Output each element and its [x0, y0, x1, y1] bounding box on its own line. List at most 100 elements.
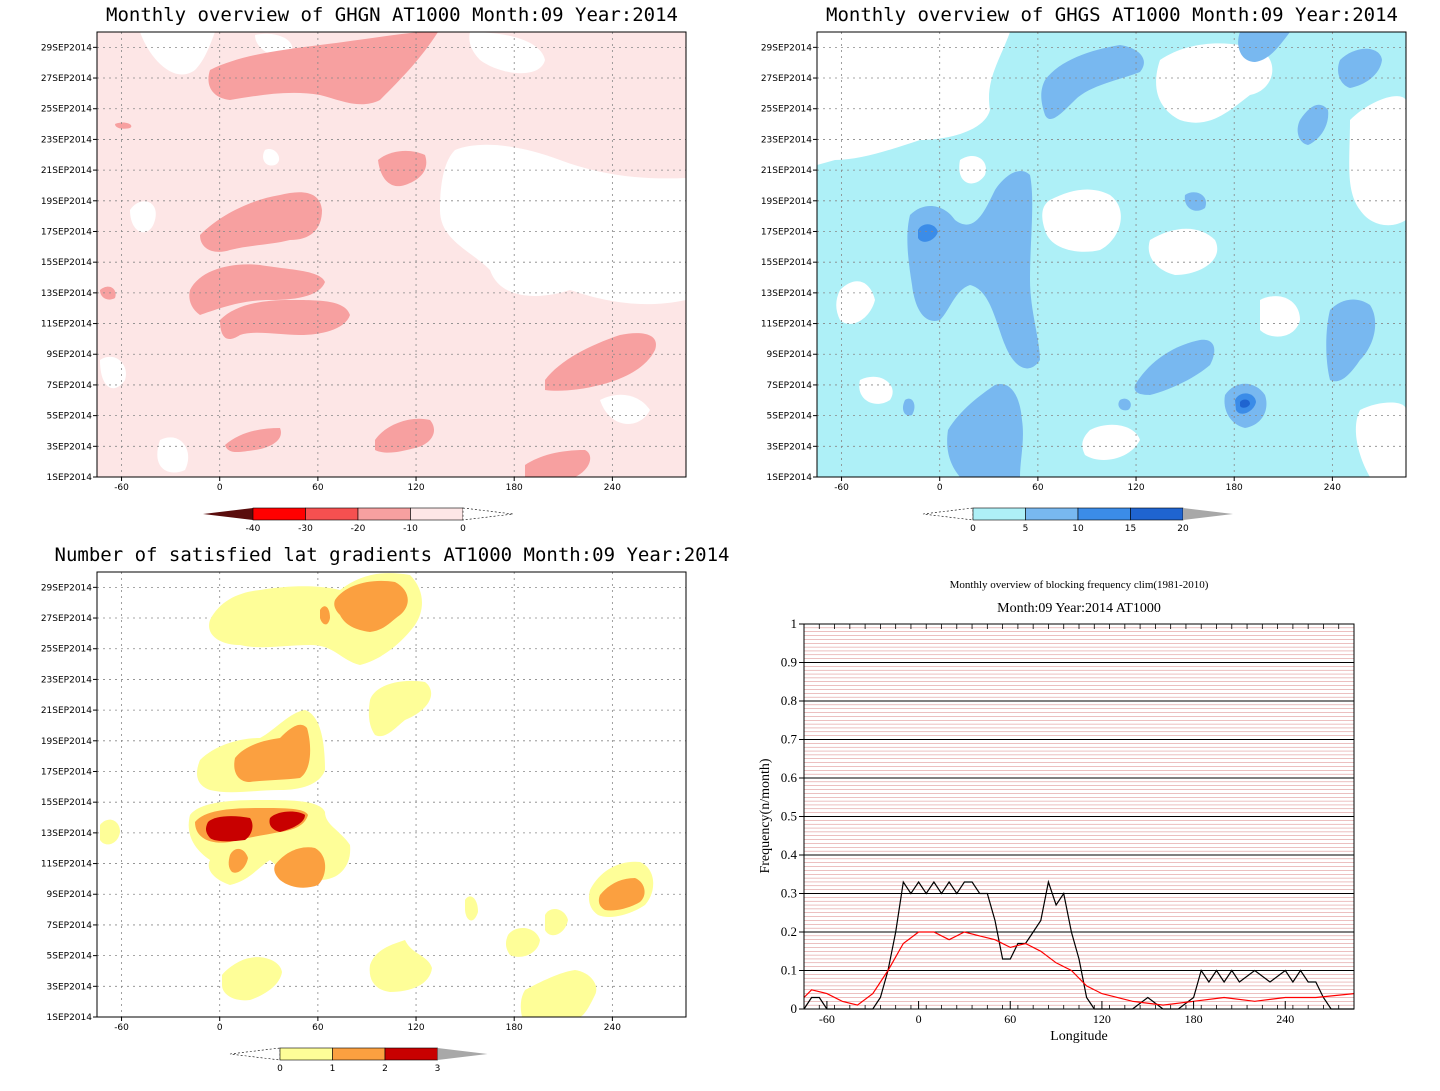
colorbar-label: 20: [1177, 524, 1189, 534]
colorbar-label: -20: [351, 524, 366, 534]
y-tick-label: 19SEP2014: [761, 197, 812, 207]
y-tick-label: 13SEP2014: [761, 289, 812, 299]
x-tick-label: 0: [916, 1012, 922, 1026]
y-tick-label: 7SEP2014: [767, 381, 813, 391]
y-tick-label: 1SEP2014: [47, 473, 93, 483]
x-tick-label: -60: [114, 1023, 129, 1033]
ghgs-panel: Monthly overview of GHGS AT1000 Month:09…: [761, 4, 1407, 534]
blocking-axes: 0 0.1 0.2 0.3 0.4 0.5 0.6 0.7 0.8 0.9 1 -60 0 60 120 18…: [781, 616, 1355, 1026]
y-tick-label: 0.6: [781, 770, 798, 785]
y-tick-label: 0.8: [781, 693, 797, 708]
colorbar-label: 0: [970, 524, 976, 534]
y-tick-label: 27SEP2014: [41, 74, 92, 84]
y-tick-label: 21SEP2014: [761, 166, 812, 176]
colorbar-label: 2: [382, 1064, 388, 1074]
colorbar-segment: [1077, 507, 1131, 521]
y-tick-label: 19SEP2014: [41, 737, 92, 747]
x-tick-label: 60: [312, 1023, 324, 1033]
y-tick-label: 23SEP2014: [761, 135, 812, 145]
colorbar-label: -40: [246, 524, 261, 534]
x-tick-label: 240: [604, 483, 621, 493]
y-tick-label: 21SEP2014: [41, 166, 92, 176]
blocking-grid: [804, 627, 1354, 1006]
x-tick-label: 120: [407, 483, 424, 493]
y-tick-label: 27SEP2014: [761, 74, 812, 84]
x-tick-label: 240: [604, 1023, 621, 1033]
colorbar-label: 1: [330, 1064, 336, 1074]
y-tick-label: 9SEP2014: [47, 890, 93, 900]
lat-three-regions: [205, 811, 305, 842]
y-tick-label: 11SEP2014: [41, 860, 92, 870]
y-tick-label: 19SEP2014: [41, 197, 92, 207]
lat-frame: [96, 571, 687, 1018]
y-tick-label: 7SEP2014: [47, 381, 93, 391]
observed-frequency-line: [803, 879, 1354, 1010]
y-tick-label: 13SEP2014: [41, 829, 92, 839]
colorbar-segment: [252, 507, 306, 521]
blocking-xlabel: Longitude: [1050, 1029, 1108, 1044]
x-tick-label: 60: [1032, 483, 1044, 493]
lat-panel: Number of satisfied lat gradients AT1000…: [41, 544, 730, 1074]
colorbar-lower-extension: [203, 508, 253, 520]
x-tick-label: 240: [1324, 483, 1341, 493]
ghgn-x-axis: -60 0 60 120 180 240: [114, 477, 621, 493]
y-tick-label: 29SEP2014: [41, 43, 92, 53]
ghgn-plot-area: [96, 31, 687, 478]
y-tick-label: 3SEP2014: [767, 442, 813, 452]
y-tick-label: 0.9: [781, 655, 797, 670]
y-tick-label: 1: [791, 616, 798, 631]
colorbar-label: 0: [277, 1064, 283, 1074]
colorbar-segment: [305, 507, 359, 521]
x-tick-label: 60: [1004, 1012, 1016, 1026]
y-tick-label: 25SEP2014: [41, 105, 92, 115]
x-tick-label: 0: [217, 1023, 223, 1033]
colorbar-label: -10: [403, 524, 418, 534]
ghgs-white-regions: [817, 32, 1406, 477]
x-tick-label: -60: [819, 1012, 835, 1026]
colorbar-segment: [332, 1047, 386, 1061]
ghgn-frame: [96, 31, 687, 478]
colorbar-label: 0: [460, 524, 466, 534]
y-tick-label: 0.5: [781, 809, 797, 824]
colorbar-label: 5: [1023, 524, 1029, 534]
y-tick-label: 15SEP2014: [761, 258, 812, 268]
colorbar-segment: [357, 507, 411, 521]
blocking-ylabel: Frequency(n/month): [758, 758, 773, 873]
y-tick-label: 0.1: [781, 963, 797, 978]
colorbar-lower-extension: [922, 507, 974, 521]
colorbar-label: 3: [435, 1064, 441, 1074]
x-tick-label: 60: [312, 483, 324, 493]
y-tick-label: 5SEP2014: [767, 412, 813, 422]
lat-title: Number of satisfied lat gradients AT1000…: [55, 544, 730, 566]
ghgn-white-regions: [100, 32, 686, 473]
y-tick-label: 11SEP2014: [761, 320, 812, 330]
lat-x-axis: -60 0 60 120 180 240: [114, 1017, 621, 1033]
y-tick-label: 11SEP2014: [41, 320, 92, 330]
y-tick-label: 3SEP2014: [47, 442, 93, 452]
colorbar-label: 15: [1125, 524, 1136, 534]
x-tick-label: -60: [114, 483, 129, 493]
y-tick-label: 1SEP2014: [767, 473, 813, 483]
colorbar-upper-extension: [1183, 508, 1233, 520]
y-tick-label: 23SEP2014: [41, 135, 92, 145]
colorbar-label: -30: [298, 524, 313, 534]
y-tick-label: 5SEP2014: [47, 412, 93, 422]
x-tick-label: 180: [1226, 483, 1243, 493]
colorbar-segment: [384, 1047, 438, 1061]
x-tick-label: 0: [937, 483, 943, 493]
ghgn-title: Monthly overview of GHGN AT1000 Month:09…: [106, 4, 678, 26]
y-tick-label: 23SEP2014: [41, 675, 92, 685]
ghgs-medium-regions: [902, 32, 1382, 477]
blocking-subtitle: Month:09 Year:2014 AT1000: [997, 601, 1161, 616]
y-tick-label: 17SEP2014: [761, 227, 812, 237]
y-tick-label: 0.7: [781, 732, 798, 747]
y-tick-label: 5SEP2014: [47, 952, 93, 962]
colorbar-segment: [1025, 507, 1079, 521]
ghgs-max-region: [1240, 399, 1250, 408]
y-tick-label: 3SEP2014: [47, 982, 93, 992]
y-tick-label: 27SEP2014: [41, 614, 92, 624]
y-tick-label: 15SEP2014: [41, 798, 92, 808]
colorbar-segment: [1130, 507, 1184, 521]
x-tick-label: 120: [407, 1023, 424, 1033]
